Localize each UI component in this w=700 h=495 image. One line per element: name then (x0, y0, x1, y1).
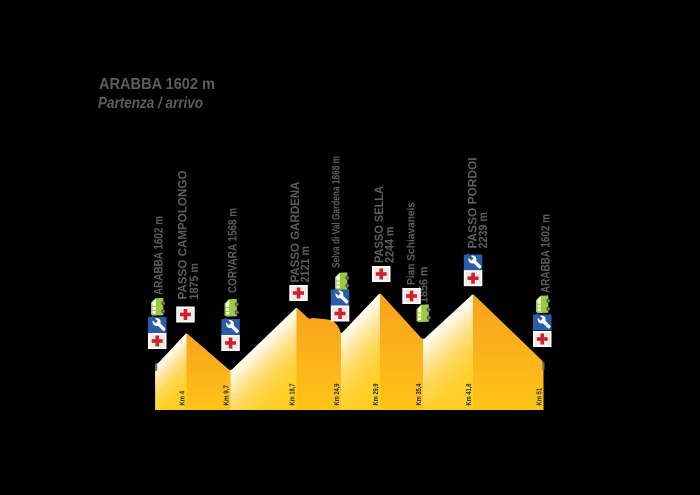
svg-text:2121 m: 2121 m (299, 246, 312, 283)
svg-text:ARABBA 1602 m: ARABBA 1602 m (152, 216, 165, 295)
svg-text:Km 24,9: Km 24,9 (332, 384, 341, 406)
svg-text:ARABBA 1602 m: ARABBA 1602 m (99, 76, 215, 93)
svg-text:Km 35,4: Km 35,4 (414, 383, 423, 406)
svg-text:PASSO PORDOI: PASSO PORDOI (467, 158, 480, 249)
svg-text:PASSO CAMPOLONGO: PASSO CAMPOLONGO (177, 171, 190, 300)
svg-text:Km 41,8: Km 41,8 (464, 384, 473, 406)
svg-text:Km 4: Km 4 (177, 390, 186, 405)
svg-text:PASSO GARDENA: PASSO GARDENA (289, 181, 302, 283)
svg-text:Km 9,7: Km 9,7 (221, 385, 230, 406)
svg-text:Km 29,9: Km 29,9 (371, 384, 380, 406)
svg-text:Pian Schiavaneis: Pian Schiavaneis (406, 202, 418, 285)
svg-text:Selva di Val Gardena 1868 m: Selva di Val Gardena 1868 m (331, 156, 343, 268)
svg-text:2239 m: 2239 m (477, 212, 490, 249)
svg-text:Partenza / arrivo: Partenza / arrivo (98, 95, 203, 112)
svg-text:Km 18,7: Km 18,7 (287, 384, 296, 406)
svg-text:CORVARA 1568 m: CORVARA 1568 m (227, 208, 240, 293)
svg-text:Km 51: Km 51 (534, 388, 543, 406)
svg-text:ARABBA 1602 m: ARABBA 1602 m (539, 214, 552, 293)
svg-text:PASSO SELLA: PASSO SELLA (373, 185, 386, 263)
svg-text:1875 m: 1875 m (188, 263, 201, 300)
svg-text:2244 m: 2244 m (384, 227, 397, 264)
